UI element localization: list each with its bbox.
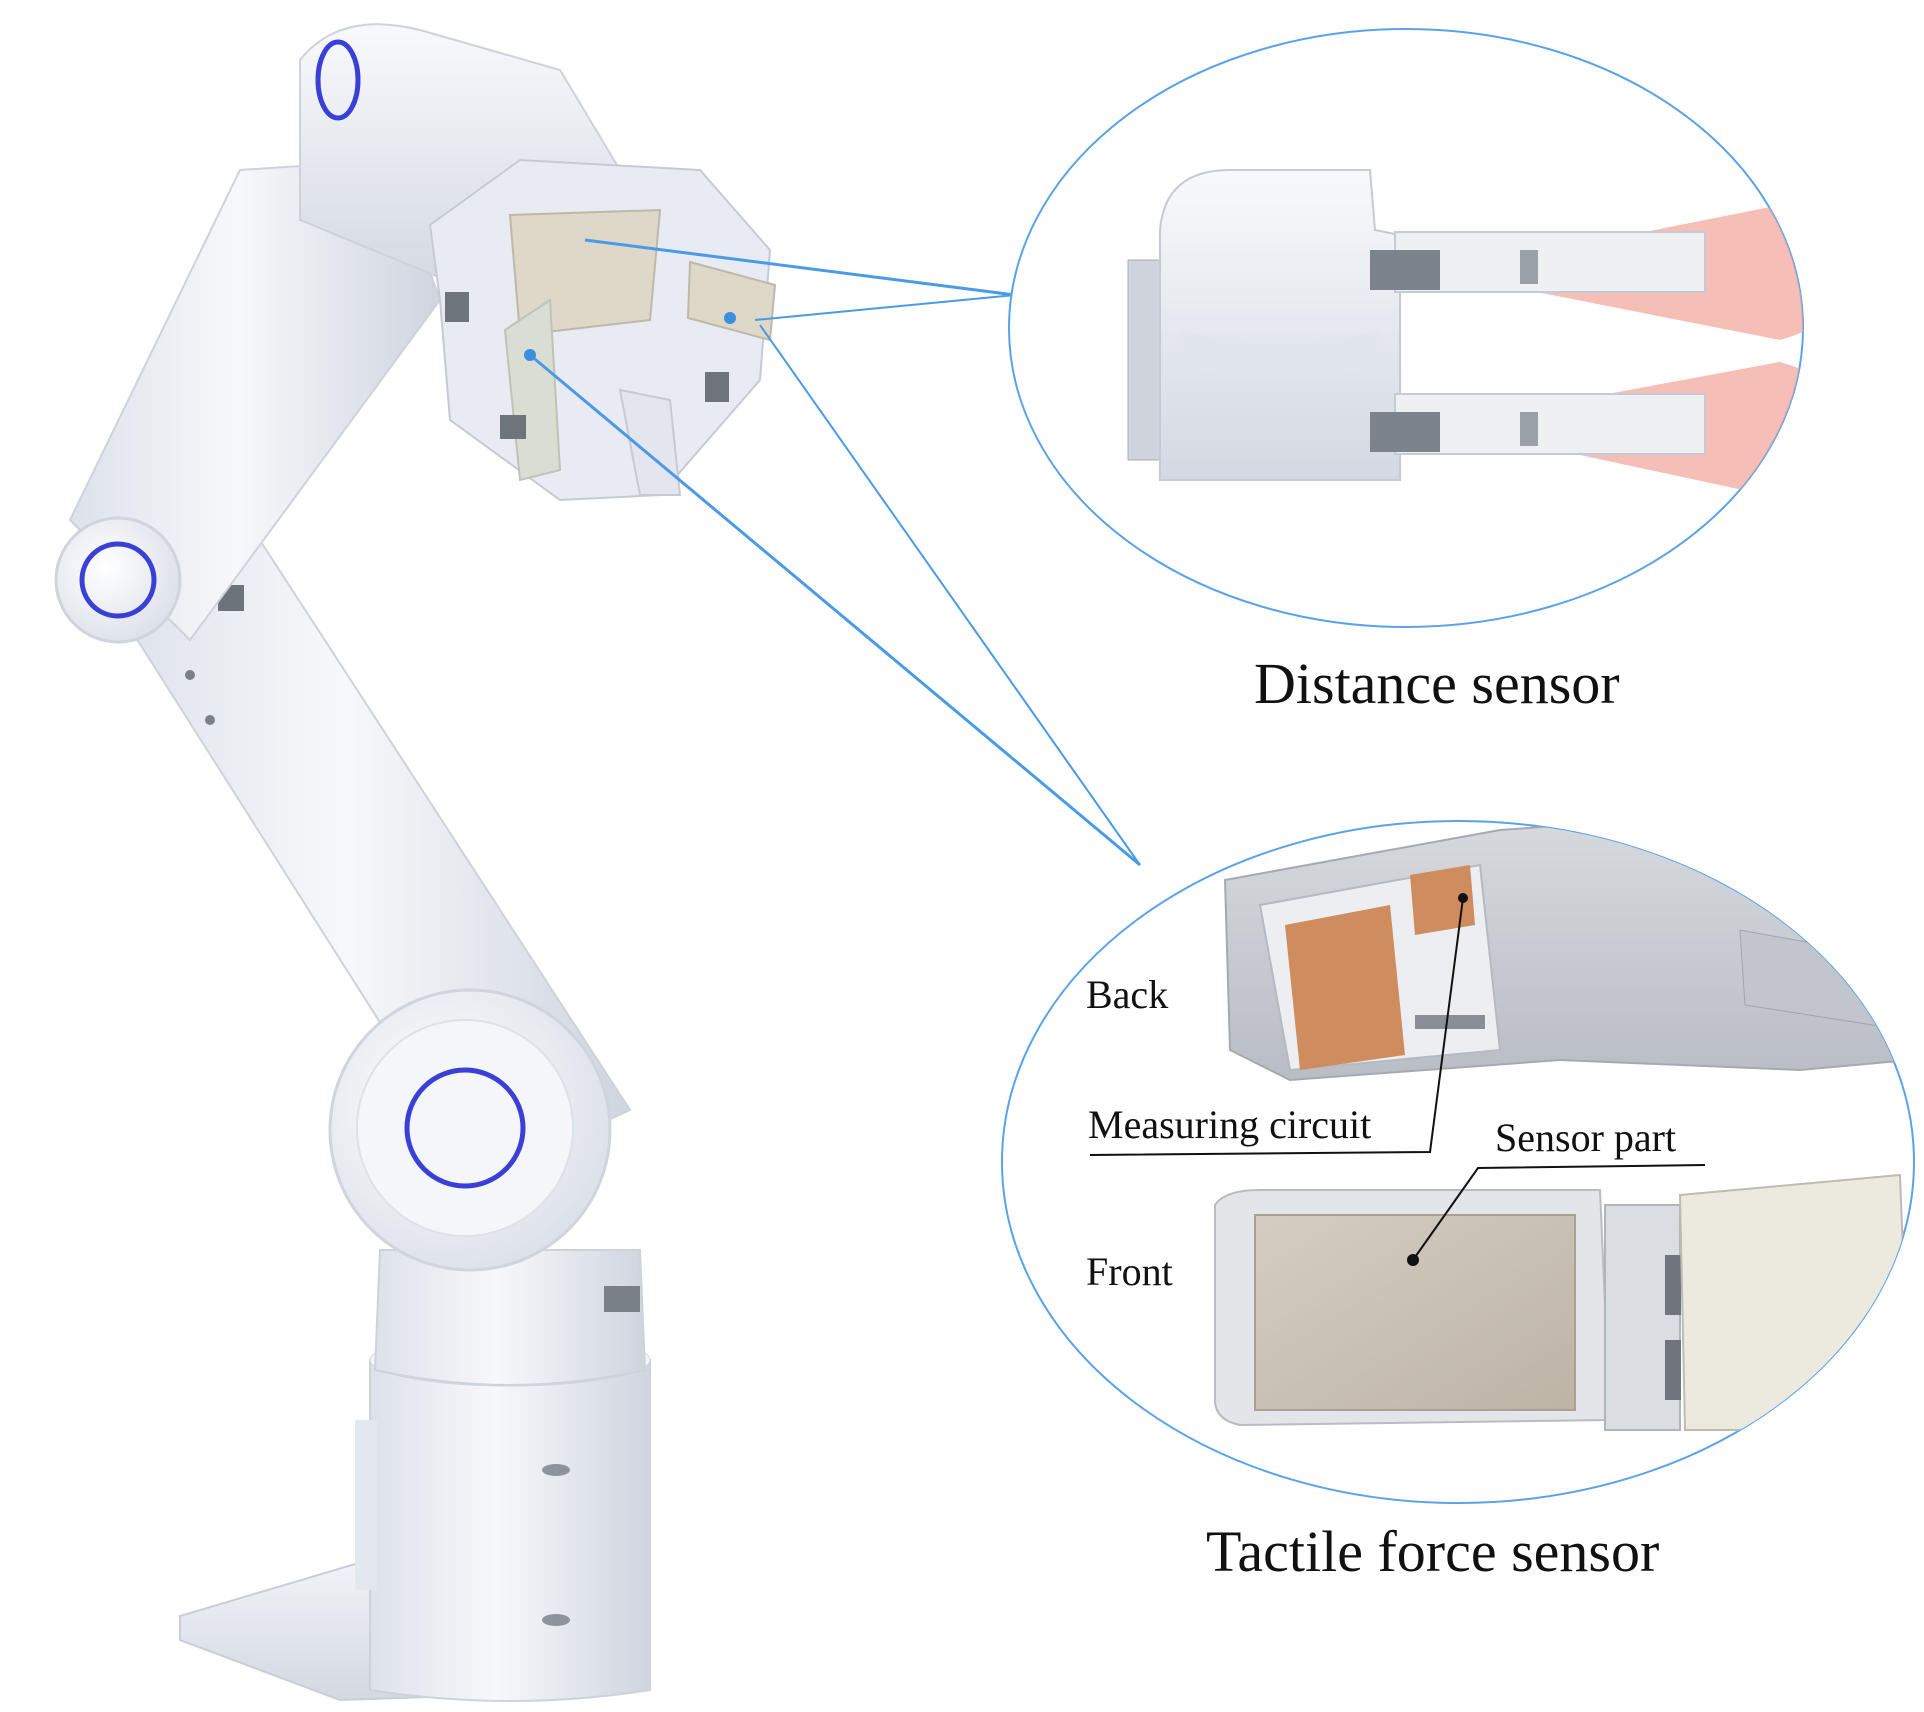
waist-port [604,1286,640,1312]
hinge [1604,1204,1681,1431]
sensor-pad [1254,1214,1576,1411]
copper-electrode [1410,865,1475,935]
finger [1394,231,1706,293]
joint-ring [404,1067,526,1189]
label-front: Front [1086,1249,1173,1294]
measuring-circuit-pointer [1089,897,1464,1156]
label-measuring-circuit: Measuring circuit [1088,1102,1372,1147]
leader-line-distance [584,238,1016,297]
label-back: Back [1086,972,1169,1017]
label-sensor-part: Sensor part [1495,1115,1677,1160]
distance-sensor-inset [1008,28,1804,628]
sensor-part-pointer [1412,1164,1706,1261]
robot-arm [54,23,777,1702]
copper-electrode [1285,905,1405,1070]
joint-ring [79,541,157,619]
leader-lines [524,238,1141,867]
leader-line-tactile [529,353,1141,867]
elbow-joint [54,516,182,644]
sensor-dot [724,312,736,324]
sensor-dot [524,349,536,361]
caption-tactile-force-sensor: Tactile force sensor [1206,1519,1660,1584]
tactile-sensor-inset [1001,820,1915,1504]
joint-ring [315,39,361,121]
finger [1394,393,1706,455]
caption-distance-sensor: Distance sensor [1254,651,1620,716]
base-hole [542,1614,570,1626]
base-hole [542,1464,570,1476]
leader-line-tactile [759,324,1141,866]
base-column [369,1359,651,1702]
leader-line-distance [754,294,1016,321]
